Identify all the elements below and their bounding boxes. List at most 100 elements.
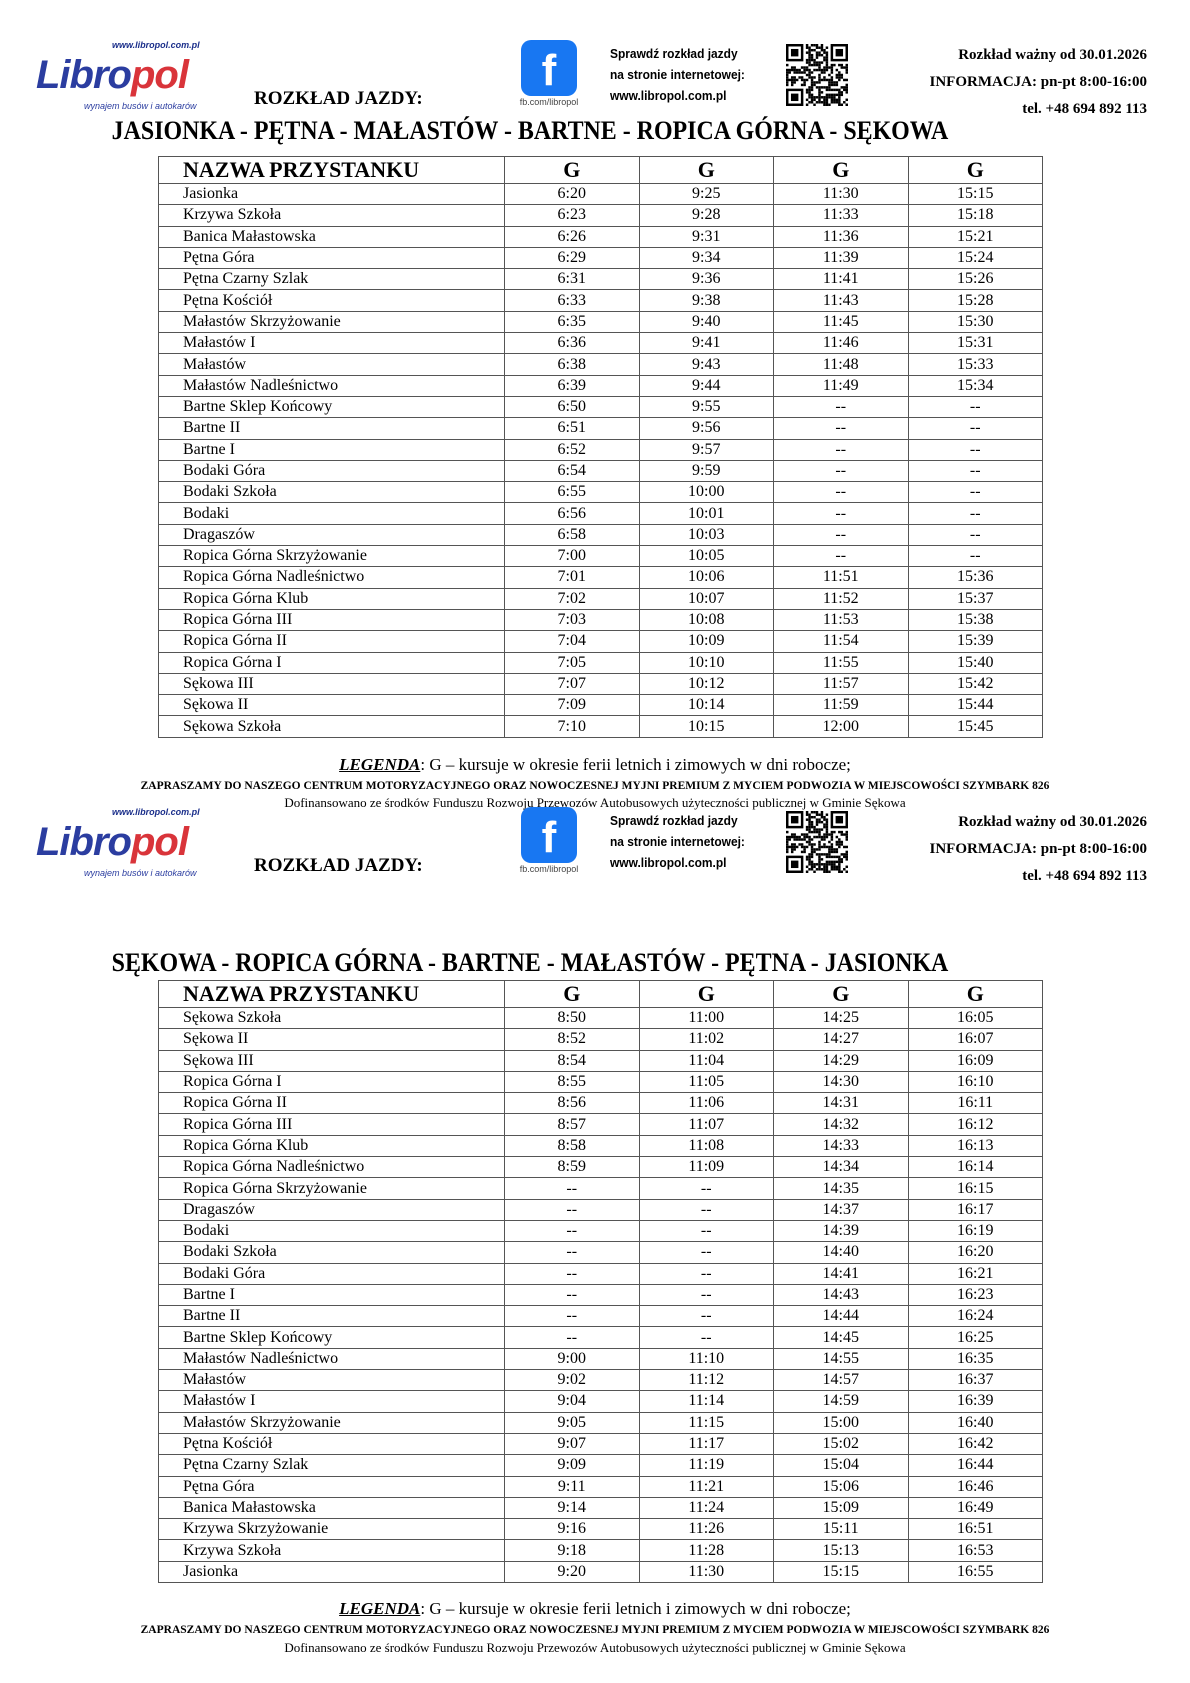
valid-from: Rozkład ważny od 30.01.2026 bbox=[958, 814, 1147, 830]
table-row: Małastów I 9:04 11:14 14:59 16:39 bbox=[158, 1390, 1043, 1413]
departure-time: 9:56 bbox=[638, 417, 774, 440]
table-row: Dragaszów 6:58 10:03 -- -- bbox=[158, 523, 1043, 547]
stop-name: Ropica Górna II bbox=[158, 630, 505, 653]
departure-time: 9:09 bbox=[504, 1454, 640, 1477]
departure-time: 14:55 bbox=[773, 1347, 909, 1371]
departure-time: -- bbox=[504, 1305, 640, 1328]
departure-time: 11:45 bbox=[773, 310, 909, 334]
rozklad-label: ROZKŁAD JAZDY: bbox=[254, 855, 423, 876]
departure-time: 15:44 bbox=[907, 694, 1043, 717]
departure-time: 16:12 bbox=[907, 1113, 1043, 1136]
departure-time: 7:00 bbox=[504, 545, 640, 568]
departure-time: 16:13 bbox=[907, 1134, 1043, 1158]
table-row: Ropica Górna Skrzyżowanie 7:00 10:05 -- -- bbox=[158, 545, 1043, 568]
departure-time: 6:55 bbox=[504, 481, 640, 504]
departure-time: 6:58 bbox=[504, 523, 640, 547]
departure-time: -- bbox=[907, 459, 1043, 483]
table-row: Bodaki Szkoła -- -- 14:40 16:20 bbox=[158, 1241, 1043, 1264]
office-hours: INFORMACJA: pn-pt 8:00-16:00 bbox=[929, 841, 1148, 857]
stop-name: Bartne II bbox=[158, 1305, 505, 1328]
departure-time: -- bbox=[504, 1219, 640, 1243]
departure-time: 6:36 bbox=[504, 332, 640, 355]
departure-time: 14:29 bbox=[773, 1049, 909, 1072]
departure-time: 11:41 bbox=[773, 268, 909, 291]
departure-time: 14:37 bbox=[773, 1198, 909, 1221]
table-header-row: NAZWA PRZYSTANKU G G G G bbox=[158, 980, 1043, 1008]
departure-time: 15:45 bbox=[907, 715, 1043, 738]
departure-time: 9:41 bbox=[638, 332, 774, 355]
schedule-block: www.libropol.com.pl Libropol wynajem bus… bbox=[0, 767, 1190, 1655]
departure-time: 11:05 bbox=[638, 1070, 774, 1094]
departure-time: -- bbox=[638, 1262, 774, 1285]
table-row: Sękowa III 8:54 11:04 14:29 16:09 bbox=[158, 1049, 1043, 1072]
website-link[interactable]: www.libropol.com.pl bbox=[610, 855, 727, 870]
facebook-link[interactable]: f fb.com/libropol bbox=[519, 40, 579, 110]
departure-time: 8:52 bbox=[504, 1028, 640, 1051]
departure-time: 6:20 bbox=[504, 182, 640, 206]
table-row: Pętna Kościół 6:33 9:38 11:43 15:28 bbox=[158, 289, 1043, 312]
stop-name: Małastów bbox=[158, 1369, 505, 1392]
departure-time: 11:39 bbox=[773, 246, 909, 270]
departure-time: -- bbox=[773, 481, 909, 504]
departure-time: 15:34 bbox=[907, 374, 1043, 397]
column-header-run: G bbox=[907, 156, 1043, 184]
table-row: Ropica Górna Nadleśnictwo 7:01 10:06 11:51 1… bbox=[158, 566, 1043, 589]
departure-time: 14:30 bbox=[773, 1070, 909, 1094]
departure-time: -- bbox=[638, 1241, 774, 1264]
departure-time: 6:56 bbox=[504, 502, 640, 525]
departure-time: 7:03 bbox=[504, 608, 640, 632]
legend: LEGENDA: G – kursuje w okresie ferii let… bbox=[0, 1599, 1190, 1619]
valid-from: Rozkład ważny od 30.01.2026 bbox=[958, 47, 1147, 63]
contact-info: Rozkład ważny od 30.01.2026 INFORMACJA: … bbox=[930, 42, 1148, 123]
stop-name: Bartne Sklep Końcowy bbox=[158, 1326, 505, 1349]
departure-time: 16:09 bbox=[907, 1049, 1043, 1072]
stop-name: Bartne I bbox=[158, 1283, 505, 1307]
departure-time: 9:55 bbox=[638, 395, 774, 419]
table-row: Małastów Nadleśnictwo 9:00 11:10 14:55 16:35 bbox=[158, 1347, 1043, 1371]
departure-time: 10:00 bbox=[638, 481, 774, 504]
facebook-caption: fb.com/libropol bbox=[519, 864, 579, 874]
stop-name: Sękowa II bbox=[158, 694, 505, 717]
departure-time: 15:30 bbox=[907, 310, 1043, 334]
departure-time: 6:51 bbox=[504, 417, 640, 440]
table-row: Pętna Góra 9:11 11:21 15:06 16:46 bbox=[158, 1475, 1043, 1498]
departure-time: 16:19 bbox=[907, 1219, 1043, 1243]
departure-time: 15:15 bbox=[907, 182, 1043, 206]
departure-time: -- bbox=[907, 438, 1043, 461]
departure-time: 9:11 bbox=[504, 1475, 640, 1498]
departure-time: 9:57 bbox=[638, 438, 774, 461]
departure-time: 16:07 bbox=[907, 1028, 1043, 1051]
stop-name: Sękowa Szkoła bbox=[158, 715, 505, 738]
qr-code-icon bbox=[786, 811, 848, 873]
table-row: Sękowa II 8:52 11:02 14:27 16:07 bbox=[158, 1028, 1043, 1051]
departure-time: 14:35 bbox=[773, 1177, 909, 1200]
legend: LEGENDA: G – kursuje w okresie ferii let… bbox=[0, 755, 1190, 775]
departure-time: 14:41 bbox=[773, 1262, 909, 1285]
departure-time: 10:05 bbox=[638, 545, 774, 568]
facebook-link[interactable]: f fb.com/libropol bbox=[519, 807, 579, 877]
table-row: Bartne Sklep Końcowy -- -- 14:45 16:25 bbox=[158, 1326, 1043, 1349]
check-line: Sprawdź rozkład jazdy bbox=[610, 813, 738, 828]
departure-time: 14:31 bbox=[773, 1092, 909, 1115]
table-row: Małastów Skrzyżowanie 9:05 11:15 15:00 16:40 bbox=[158, 1411, 1043, 1434]
departure-time: 16:15 bbox=[907, 1177, 1043, 1200]
stop-name: Ropica Górna III bbox=[158, 1113, 505, 1136]
stop-name: Jasionka bbox=[158, 1560, 505, 1584]
departure-time: 16:46 bbox=[907, 1475, 1043, 1498]
stop-name: Małastów I bbox=[158, 1390, 505, 1413]
office-hours: INFORMACJA: pn-pt 8:00-16:00 bbox=[929, 74, 1148, 90]
stop-name: Bodaki bbox=[158, 502, 505, 525]
departure-time: 14:44 bbox=[773, 1305, 909, 1328]
departure-time: 16:17 bbox=[907, 1198, 1043, 1221]
departure-time: 16:35 bbox=[907, 1347, 1043, 1371]
table-row: Bartne Sklep Końcowy 6:50 9:55 -- -- bbox=[158, 395, 1043, 419]
departure-time: 9:16 bbox=[504, 1518, 640, 1541]
departure-time: 15:09 bbox=[773, 1496, 909, 1520]
website-link[interactable]: www.libropol.com.pl bbox=[610, 88, 727, 103]
departure-time: 15:33 bbox=[907, 353, 1043, 376]
facebook-caption: fb.com/libropol bbox=[519, 97, 579, 107]
table-row: Ropica Górna III 7:03 10:08 11:53 15:38 bbox=[158, 608, 1043, 632]
departure-time: -- bbox=[907, 523, 1043, 547]
stop-name: Małastów Nadleśnictwo bbox=[158, 1347, 505, 1371]
table-row: Bodaki Góra 6:54 9:59 -- -- bbox=[158, 459, 1043, 483]
